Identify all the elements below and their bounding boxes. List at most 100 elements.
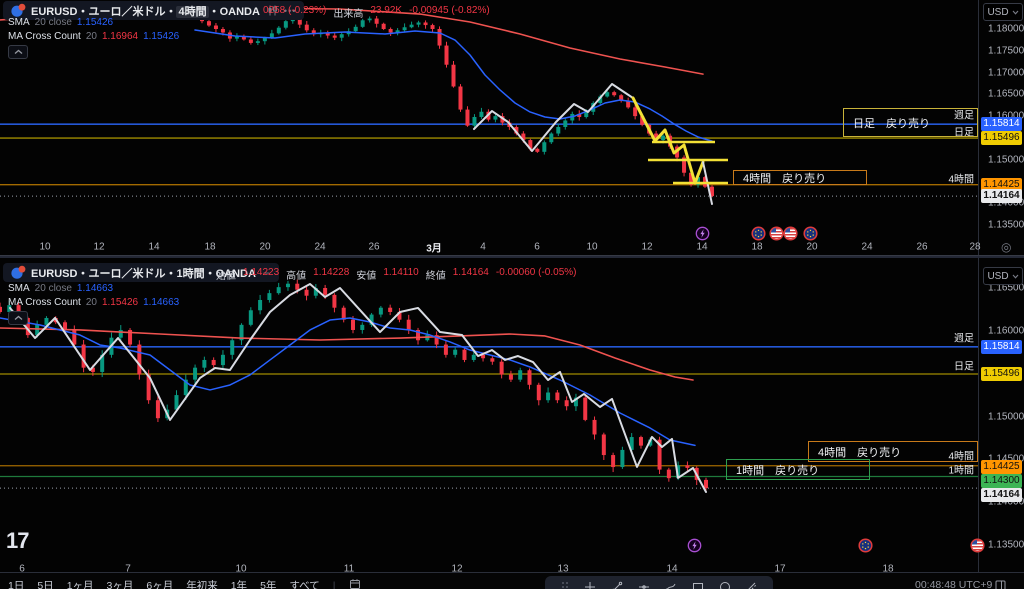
ohlc-value: 終値: [425, 271, 446, 282]
crosshair-icon[interactable]: [584, 581, 596, 589]
collapse-minus-icon[interactable]: −: [262, 265, 271, 280]
legend-collapse-button-1h[interactable]: [8, 311, 28, 325]
price-label-h4: 1.14425: [981, 177, 1022, 192]
indicator-value: 1.15426: [101, 297, 139, 308]
time-tick: 12: [641, 241, 653, 253]
time-tick: 28: [969, 241, 981, 253]
interval-label: 1時間: [176, 267, 205, 280]
horizontal-line-icon[interactable]: [638, 581, 650, 589]
range-button-5年[interactable]: 5年: [260, 580, 277, 589]
currency-select-1h[interactable]: USD: [983, 267, 1023, 285]
trend-line-icon[interactable]: [611, 581, 623, 589]
currency-select-4h[interactable]: USD: [983, 3, 1023, 21]
indicator-name: SMA: [8, 283, 30, 294]
indicator-name: SMA: [8, 17, 30, 28]
indicator-value: 1.14663: [143, 297, 180, 308]
chart-type-icon[interactable]: [267, 5, 278, 16]
tradingview-watermark: 17: [6, 528, 30, 553]
annotation-h4-sell-1h[interactable]: 4時間 戻り売り: [808, 441, 978, 462]
event-icon-earnings-flash[interactable]: [687, 538, 702, 553]
floating-drawing-toolbar[interactable]: [545, 576, 773, 589]
range-button-すべて[interactable]: すべて: [289, 580, 320, 589]
range-button-1ヶ月[interactable]: 1ヶ月: [66, 580, 94, 589]
price-scale[interactable]: [978, 0, 1024, 572]
ohlc-row-4h: 0258 (-0.23%) 出来高 23.92K -0.00945 (-0.82%): [263, 5, 490, 20]
range-button-6ヶ月[interactable]: 6ヶ月: [146, 580, 174, 589]
indicator-macross-1h[interactable]: MA Cross Count 20 1.15426 1.14663: [8, 297, 179, 308]
legend-collapse-button-4h[interactable]: [8, 45, 28, 59]
indicator-name: MA Cross Count: [8, 31, 81, 42]
range-button-5日[interactable]: 5日: [37, 580, 54, 589]
circle-icon[interactable]: [719, 581, 731, 589]
event-icon-eu-flag[interactable]: [802, 225, 818, 241]
price-label-h4: 1.14425: [981, 460, 1022, 474]
indicator-value: 1.15426: [76, 17, 114, 28]
price-tick: 1.15000: [988, 154, 1024, 166]
event-icon-eu-flag[interactable]: [857, 537, 873, 553]
indicator-params: 20: [85, 297, 97, 308]
event-icon-us-flag[interactable]: [768, 225, 784, 241]
event-icon-eu-flag[interactable]: [750, 225, 766, 241]
ohlc-value: -0.00060 (-0.05%): [495, 267, 577, 278]
price-tick: 1.14000: [988, 197, 1024, 209]
pane-divider[interactable]: [0, 255, 1024, 258]
time-tick: 18: [751, 241, 763, 253]
level-name-h1: 1時間: [948, 465, 974, 477]
ohlc-value: 23.92K: [370, 5, 403, 16]
price-label-h1: 1.14300: [981, 474, 1022, 488]
ohlc-value: 出来高: [333, 9, 364, 20]
annotation-daily-sell-4h[interactable]: 日足 戻り売り: [843, 108, 978, 137]
level-name-daily: 日足: [954, 127, 974, 139]
indicator-macross-4h[interactable]: MA Cross Count 20 1.16964 1.15426: [8, 31, 179, 42]
symbol-logo-icon: [11, 3, 26, 17]
time-tick: 10: [235, 563, 247, 575]
chevron-up-icon: [14, 315, 22, 320]
price-label-daily: 1.15496: [981, 367, 1022, 381]
ohlc-value: 安値: [356, 271, 377, 282]
ohlc-value: 高値: [286, 271, 307, 282]
indicator-params: 20: [85, 31, 97, 42]
time-tick: 6: [534, 241, 540, 253]
time-tick: 14: [696, 241, 708, 253]
rectangle-icon[interactable]: [692, 581, 704, 589]
price-label-weekly: 1.15814: [981, 339, 1022, 354]
indicator-value: 1.16964: [101, 31, 139, 42]
price-tick: 1.14000: [988, 496, 1024, 508]
time-tick: 24: [314, 241, 326, 253]
measure-icon[interactable]: [746, 581, 758, 589]
event-icon-earnings-flash[interactable]: [695, 226, 710, 241]
indicator-params: 20 close: [34, 17, 72, 28]
annotation-h1-sell-1h[interactable]: 1時間 戻り売り: [726, 459, 870, 480]
more-options-icon[interactable]: •••: [283, 5, 297, 16]
price-tick: 1.16000: [988, 110, 1024, 122]
range-button-1年[interactable]: 1年: [230, 580, 248, 589]
time-tick: 20: [806, 241, 818, 253]
range-button-3ヶ月[interactable]: 3ヶ月: [106, 580, 134, 589]
ohlc-value: 0258 (-0.23%): [263, 5, 327, 16]
time-axis-4h[interactable]: [0, 238, 978, 256]
event-icon-us-flag[interactable]: [782, 225, 798, 241]
range-button-年初来[interactable]: 年初来: [186, 580, 218, 589]
scale-target-icon[interactable]: ◎: [1001, 240, 1012, 254]
indicator-sma-4h[interactable]: SMA 20 close 1.15426: [8, 17, 113, 28]
price-tick: 1.15000: [988, 411, 1024, 422]
level-name-daily: 日足: [954, 361, 974, 373]
price-label-weekly: 1.15814: [981, 117, 1022, 132]
annotation-h4-sell-4h[interactable]: 4時間 戻り売り: [733, 170, 867, 185]
indicator-sma-1h[interactable]: SMA 20 close 1.14663: [8, 283, 113, 294]
time-tick: 17: [774, 563, 786, 575]
annotation-text: 1時間 戻り売り: [736, 464, 820, 477]
event-icon-us-flag[interactable]: [969, 537, 985, 553]
panel-toggle-icon[interactable]: [995, 578, 1006, 589]
symbol-title-1h[interactable]: EURUSD・ユーロ／米ドル・1時間・OANDA −: [3, 263, 279, 282]
calendar-icon[interactable]: [349, 578, 361, 589]
brush-icon[interactable]: [665, 581, 677, 589]
range-button-1日[interactable]: 1日: [8, 580, 25, 589]
ohlc-value: 1.14110: [383, 267, 419, 278]
drag-handle-icon[interactable]: [561, 581, 569, 589]
price-tick: 1.18000: [988, 23, 1024, 35]
chevron-down-icon: [1012, 10, 1018, 15]
session-clock[interactable]: 00:48:48 UTC+9: [915, 579, 993, 589]
price-tick: 1.13500: [988, 539, 1024, 551]
symbol-title-4h[interactable]: EURUSD・ユーロ／米ドル・ 4時間 ・OANDA •••: [3, 1, 305, 20]
